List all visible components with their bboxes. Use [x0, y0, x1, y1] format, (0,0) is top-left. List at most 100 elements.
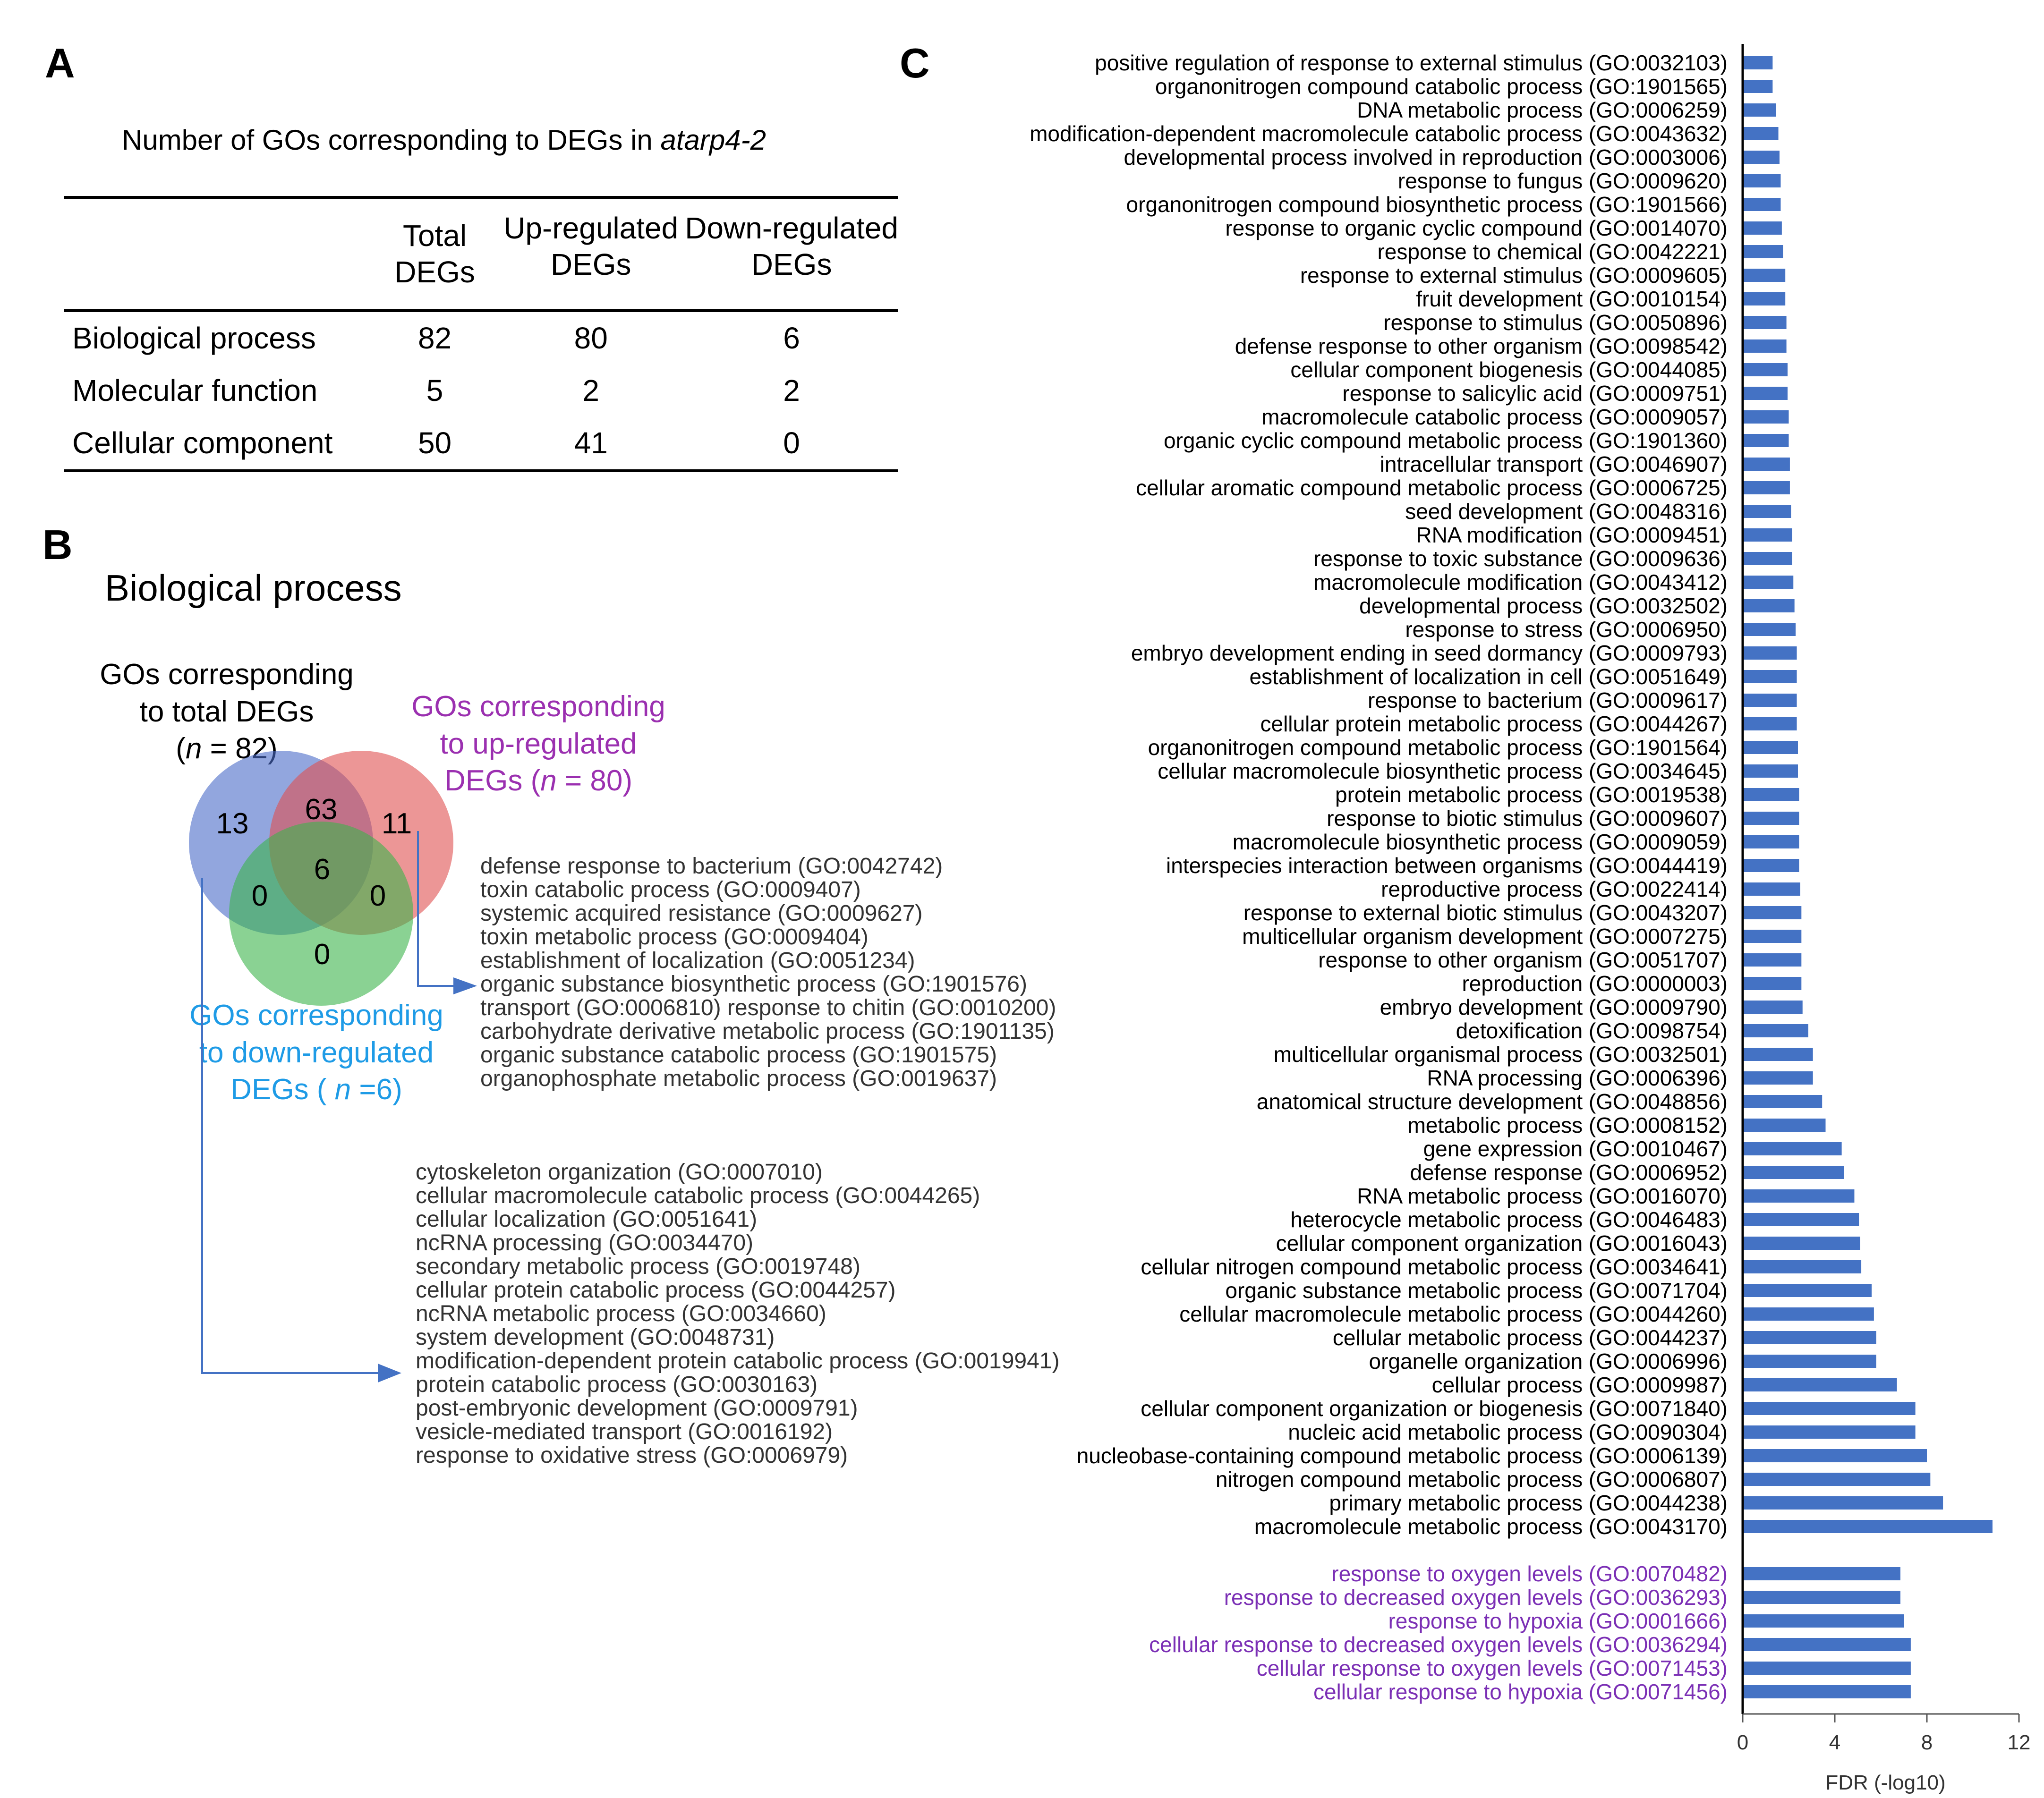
bar — [1744, 859, 1799, 872]
bar — [1744, 56, 1773, 69]
bar-label: response to stress (GO:0006950) — [1405, 617, 1728, 642]
table-caption: Number of GOs corresponding to DEGs in a… — [122, 124, 766, 156]
bar-label: macromolecule metabolic process (GO:0043… — [1254, 1514, 1728, 1539]
bar-label: response to toxic substance (GO:0009636) — [1313, 546, 1728, 571]
row-label: Cellular component — [72, 425, 333, 460]
bar — [1744, 292, 1786, 305]
bar-label: defense response to other organism (GO:0… — [1235, 334, 1728, 358]
bar-label: RNA metabolic process (GO:0016070) — [1357, 1184, 1728, 1208]
go-term-item: response to oxidative stress (GO:0006979… — [416, 1443, 848, 1468]
venn-count-total-up: 63 — [305, 793, 338, 826]
bar — [1744, 1166, 1844, 1179]
venn-count-up-only: 11 — [382, 807, 412, 840]
venn-label-up-n: DEGs (n = 80) — [392, 763, 685, 800]
bar-label: developmental process involved in reprod… — [1124, 145, 1728, 170]
bar-label: nucleobase-containing compound metabolic… — [1077, 1443, 1728, 1468]
bar-label: organonitrogen compound biosynthetic pro… — [1126, 192, 1728, 217]
header-down-line2: DEGs — [751, 247, 832, 281]
venn-count-total-only: 13 — [216, 807, 249, 840]
bar — [1744, 1213, 1859, 1226]
cell-up: 80 — [574, 321, 608, 355]
go-term-item: cellular localization (GO:0051641) — [416, 1207, 758, 1232]
bar-label: interspecies interaction between organis… — [1166, 853, 1728, 878]
bar-label: organonitrogen compound metabolic proces… — [1148, 735, 1728, 760]
go-term-item: defense response to bacterium (GO:004274… — [480, 854, 943, 879]
go-term-item: organic substance biosynthetic process (… — [480, 972, 1027, 997]
bar — [1744, 1591, 1900, 1604]
bar-label: embryo development ending in seed dorman… — [1131, 641, 1728, 665]
bar — [1744, 245, 1783, 258]
go-term-item: cytoskeleton organization (GO:0007010) — [416, 1160, 823, 1185]
bar-label: cellular component organization or bioge… — [1141, 1396, 1728, 1421]
bar-label: response to decreased oxygen levels (GO:… — [1224, 1585, 1728, 1610]
bar-label: RNA processing (GO:0006396) — [1427, 1066, 1728, 1090]
x-tick-label: 8 — [1921, 1731, 1933, 1754]
venn-label-up-line1: GOs corresponding — [411, 690, 665, 723]
bar-label: embryo development (GO:0009790) — [1380, 995, 1728, 1019]
go-term-item: transport (GO:0006810) response to chiti… — [480, 995, 1056, 1020]
go-term-item: toxin catabolic process (GO:0009407) — [480, 877, 861, 902]
cell-down: 2 — [783, 373, 800, 407]
bar — [1744, 1473, 1931, 1486]
bar-label: organic substance metabolic process (GO:… — [1225, 1278, 1728, 1303]
bar-label: cellular nitrogen compound metabolic pro… — [1141, 1255, 1728, 1279]
cell-up: 2 — [582, 373, 599, 407]
venn-label-down-line2: to down-regulated — [199, 1036, 434, 1069]
bar — [1744, 1260, 1862, 1273]
venn-down-n-value: =6) — [351, 1073, 402, 1106]
bar-label: cellular process (GO:0009987) — [1432, 1373, 1728, 1397]
bar — [1744, 103, 1776, 117]
table-caption-genotype: atarp4-2 — [660, 124, 766, 156]
arrow-up-only-head — [453, 977, 477, 994]
bar-label: modification-dependent macromolecule cat… — [1030, 121, 1728, 146]
header-total-line2: DEGs — [394, 254, 475, 289]
bar — [1744, 221, 1782, 235]
table-header-row: Total DEGs Up-regulated DEGs Down-regula… — [64, 197, 898, 311]
venn-down-n-symbol: n — [334, 1073, 351, 1106]
bar — [1744, 646, 1797, 660]
bar — [1744, 80, 1773, 93]
go-term-item: organophosphate metabolic process (GO:00… — [480, 1066, 997, 1091]
panel-letter-b: B — [43, 521, 73, 568]
bar — [1744, 1685, 1911, 1698]
arrow-total-only-line — [201, 878, 378, 1374]
panel-letter-a: A — [45, 40, 75, 86]
bar-label: reproduction (GO:0000003) — [1462, 971, 1728, 996]
bar — [1744, 316, 1787, 329]
bar — [1744, 953, 1802, 967]
bar-label: defense response (GO:0006952) — [1410, 1160, 1728, 1185]
bar — [1744, 363, 1788, 376]
arrow-up-only-line — [417, 831, 453, 987]
venn-n-symbol: n — [185, 732, 202, 765]
bar — [1744, 717, 1797, 730]
bar — [1744, 1402, 1916, 1415]
go-term-item: modification-dependent protein catabolic… — [416, 1348, 1060, 1374]
bar — [1744, 552, 1792, 565]
bar-label: multicellular organism development (GO:0… — [1242, 924, 1728, 949]
header-up-line1: Up-regulated — [503, 211, 679, 245]
total-only-term-list: cytoskeleton organization (GO:0007010) ce… — [416, 1161, 1059, 1467]
venn-count-down-only: 0 — [314, 938, 330, 971]
x-axis-label: FDR (-log10) — [1825, 1771, 1945, 1794]
bar-label: heterocycle metabolic process (GO:004648… — [1290, 1207, 1728, 1232]
bar — [1744, 1496, 1943, 1510]
bar-label: response to salicylic acid (GO:0009751) — [1342, 381, 1728, 406]
go-term-item: ncRNA metabolic process (GO:0034660) — [416, 1301, 826, 1326]
bar — [1744, 387, 1788, 400]
cell-down: 0 — [783, 425, 800, 460]
bar — [1744, 1048, 1813, 1061]
bar — [1744, 339, 1787, 353]
go-term-item: toxin metabolic process (GO:0009404) — [480, 924, 869, 950]
venn-label-up-line2: to up-regulated — [440, 727, 637, 760]
bar — [1744, 764, 1798, 778]
bar-label: response to chemical (GO:0042221) — [1377, 239, 1728, 264]
table-caption-text: Number of GOs corresponding to DEGs in — [122, 124, 661, 156]
go-term-item: carbohydrate derivative metabolic proces… — [480, 1019, 1055, 1044]
bar — [1744, 694, 1797, 707]
bar — [1744, 835, 1799, 848]
bar — [1744, 812, 1799, 825]
bar — [1744, 458, 1790, 471]
venn-label-up: GOs corresponding to up-regulated DEGs (… — [392, 688, 685, 800]
bar-label: nitrogen compound metabolic process (GO:… — [1216, 1467, 1728, 1492]
